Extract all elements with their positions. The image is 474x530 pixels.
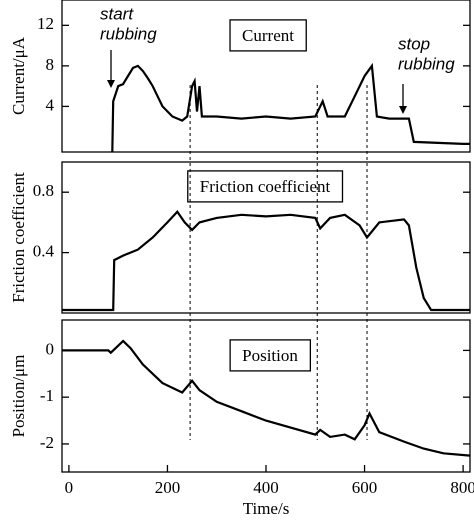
label-text: Current <box>242 26 294 45</box>
label-box <box>229 339 312 372</box>
y-tick-label: 0.8 <box>33 181 54 200</box>
y-tick-label: -2 <box>40 433 54 452</box>
panel-label: Position <box>229 339 312 372</box>
x-tick-label: 600 <box>352 478 378 497</box>
y-tick-label: -1 <box>40 386 54 405</box>
y-tick-label: 4 <box>46 95 55 114</box>
annotation: rubbing <box>100 24 157 43</box>
y-tick-label: 12 <box>37 14 54 33</box>
data-line <box>62 210 470 312</box>
panel-label: Current <box>229 19 307 52</box>
data-line <box>62 339 471 457</box>
y-axis-label: Position/μm <box>9 355 28 438</box>
plot-frame <box>61 0 471 153</box>
annotation: stop <box>398 34 430 53</box>
panel-label: Friction coefficient <box>187 170 344 203</box>
y-tick-label: 8 <box>46 55 55 74</box>
annotation: rubbing <box>398 54 455 73</box>
x-axis-label: Time/s <box>243 499 290 518</box>
x-tick-label: 800 <box>450 478 474 497</box>
y-tick-label: 0.4 <box>33 242 55 261</box>
x-tick-label: 0 <box>65 478 74 497</box>
x-tick-label: 400 <box>253 478 279 497</box>
x-tick-label: 200 <box>155 478 181 497</box>
plot-frame <box>61 161 471 314</box>
y-axis-label: Friction coefficient <box>9 172 28 303</box>
label-box <box>187 170 344 203</box>
label-text: Friction coefficient <box>200 177 331 196</box>
annotation: start <box>100 4 134 23</box>
arrow-head <box>107 80 115 88</box>
label-text: Position <box>242 346 298 365</box>
arrow-head <box>399 106 407 114</box>
y-tick-label: 0 <box>46 339 55 358</box>
y-axis-label: Current/μA <box>9 36 28 115</box>
label-box <box>229 19 307 52</box>
data-line <box>111 62 470 153</box>
